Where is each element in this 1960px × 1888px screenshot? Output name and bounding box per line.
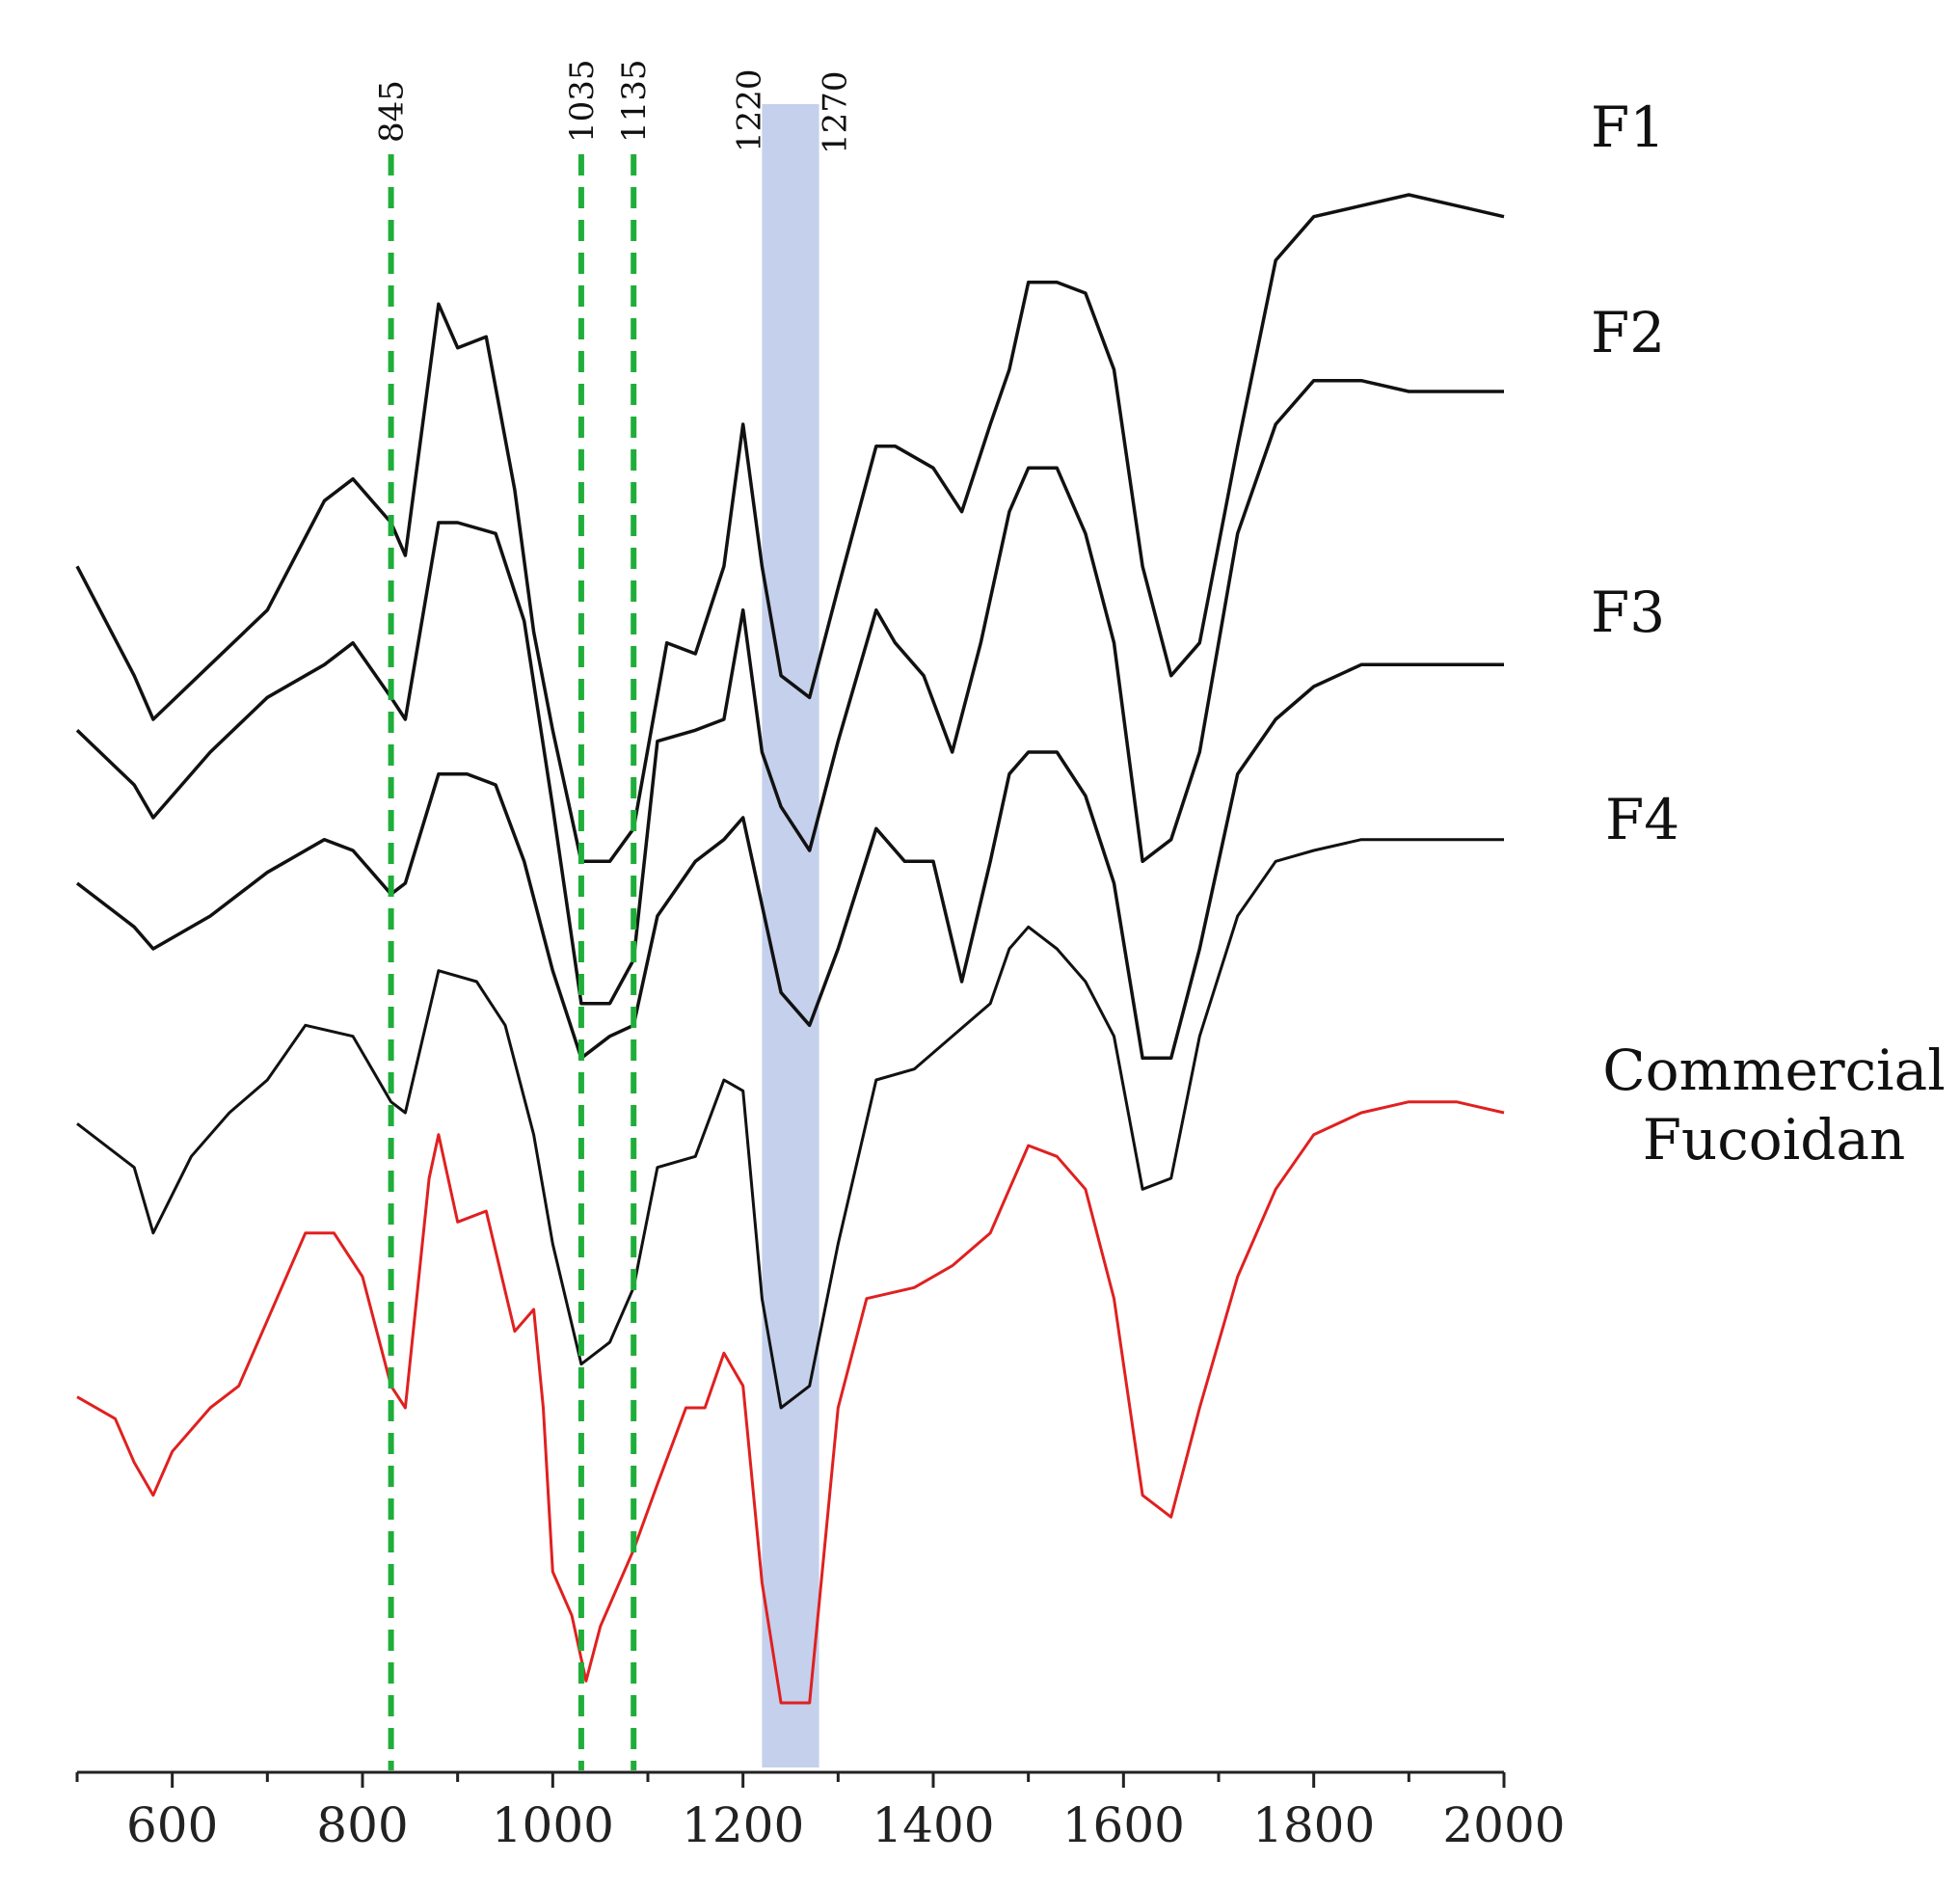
series-label-commercial-fucoidan-line1: Commercial: [1602, 1038, 1946, 1103]
highlight-band-1220-1270: [762, 104, 819, 1767]
marker-label-1135: 1135: [615, 59, 654, 143]
series-line-f3: [75, 662, 1504, 1061]
series-line-f2: [75, 378, 1504, 1006]
band-label-1220: 1220: [730, 68, 768, 152]
x-axis: 600 800 1000 1200 1400 1600 1800 2000: [75, 1770, 1566, 1853]
x-tick-label-1800: 1800: [1252, 1797, 1375, 1853]
reference-lines: [388, 154, 637, 1770]
series-label-f4: F4: [1605, 787, 1679, 852]
x-tick-label-1000: 1000: [492, 1797, 614, 1853]
series-label-f1: F1: [1591, 94, 1665, 160]
marker-label-845: 845: [373, 80, 412, 143]
spectra-lines: [75, 193, 1505, 1705]
x-tick-label-1600: 1600: [1062, 1797, 1185, 1853]
x-axis-ticks: [75, 1772, 1506, 1788]
marker-labels: 845 1035 1135 1220 1270: [373, 59, 855, 154]
x-axis-tick-labels: 600 800 1000 1200 1400 1600 1800 2000: [126, 1797, 1566, 1853]
marker-label-1035: 1035: [563, 59, 602, 143]
x-tick-label-600: 600: [126, 1797, 218, 1853]
x-tick-label-800: 800: [316, 1797, 408, 1853]
series-label-commercial-fucoidan-line2: Fucoidan: [1643, 1107, 1906, 1173]
band-label-1270: 1270: [817, 70, 855, 154]
highlight-band-group: [762, 104, 819, 1767]
series-line-f1: [75, 193, 1505, 864]
x-tick-label-1400: 1400: [872, 1797, 994, 1853]
series-label-commercial-fucoidan: Commercial Fucoidan: [1602, 1038, 1946, 1173]
series-line-f4: [76, 838, 1504, 1410]
series-label-f3: F3: [1591, 580, 1665, 645]
x-tick-label-2000: 2000: [1442, 1797, 1565, 1853]
x-tick-label-1200: 1200: [682, 1797, 804, 1853]
series-label-f2: F2: [1591, 300, 1665, 365]
series-labels: F1 F2 F3 F4 Commercial Fucoidan: [1591, 94, 1946, 1173]
series-line-commercial-fucoidan: [76, 1100, 1505, 1705]
